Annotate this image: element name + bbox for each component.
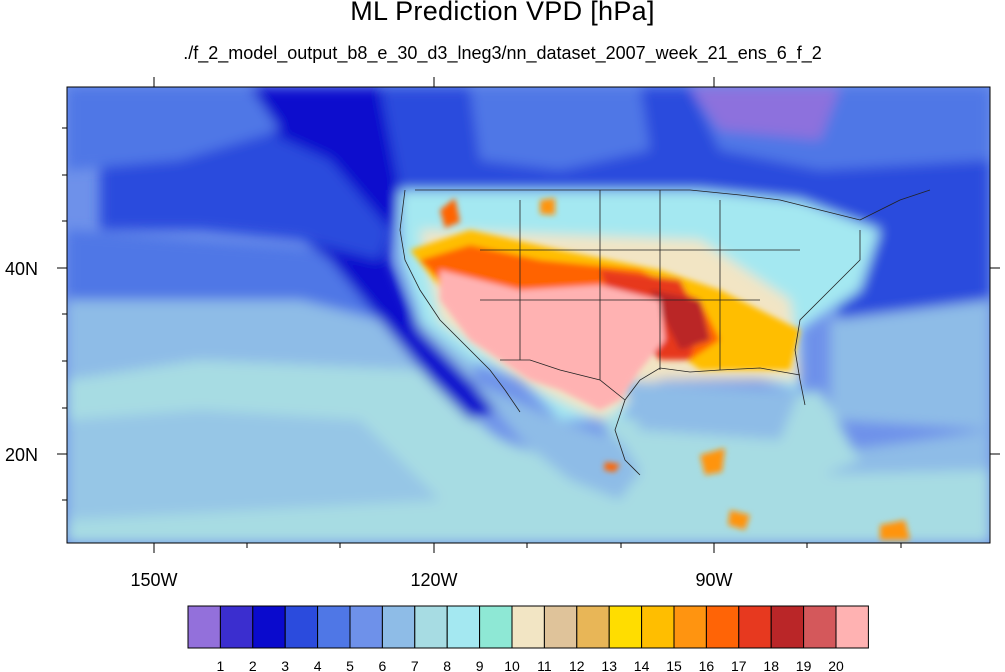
- coastline-lines: [399, 189, 931, 476]
- colorbar-label: 6: [379, 658, 387, 672]
- colorbar-label: 1: [217, 658, 225, 672]
- colorbar-label: 17: [731, 658, 747, 672]
- colorbar-swatch: [673, 605, 707, 649]
- colorbar-label: 16: [699, 658, 715, 672]
- colorbar-swatch: [446, 605, 481, 649]
- colorbar-swatch: [479, 605, 513, 649]
- map-frame: [66, 86, 991, 544]
- map-subtitle: ./f_2_model_output_b8_e_30_d3_lneg3/nn_d…: [183, 43, 822, 63]
- colorbar-swatch: [803, 605, 837, 649]
- colorbar-swatch: [284, 605, 319, 649]
- colorbar-label: 2: [249, 658, 257, 672]
- colorbar-label: 18: [763, 658, 779, 672]
- colorbar-label: 10: [504, 658, 520, 672]
- colorbar-swatch: [381, 605, 416, 649]
- colorbar-swatch: [543, 605, 578, 649]
- colorbar-swatch: [414, 605, 448, 649]
- colorbar-label: 8: [443, 658, 451, 672]
- map-title: ML Prediction VPD [hPa]: [350, 0, 655, 26]
- colorbar-swatch: [641, 605, 675, 649]
- colorbar-label: 5: [346, 658, 354, 672]
- colorbar-swatch: [187, 605, 221, 649]
- colorbar-label: 20: [828, 658, 844, 672]
- colorbar-swatch: [835, 605, 869, 649]
- colorbar-swatch: [252, 605, 286, 649]
- lat-label-20n: 20N: [5, 445, 38, 465]
- lon-label-90w: 90W: [695, 570, 732, 590]
- colorbar-label: 14: [634, 658, 650, 672]
- colorbar-label: 3: [281, 658, 289, 672]
- colorbar-swatch: [705, 605, 740, 649]
- colorbar-label: 11: [537, 658, 552, 672]
- colorbar: 1 2 3 4 5 6 7 8 9 10 11 12 13 14 15 16 17 18 19 20: [187, 605, 869, 672]
- colorbar-swatch: [738, 605, 772, 649]
- map-plot-area: [67, 87, 990, 543]
- colorbar-swatch: [511, 605, 545, 649]
- colorbar-swatch: [770, 605, 805, 649]
- axis-ticks: [57, 77, 1000, 553]
- lon-label-120w: 120W: [410, 570, 457, 590]
- colorbar-label: 4: [314, 658, 322, 672]
- colorbar-label: 7: [411, 658, 419, 672]
- lat-label-40n: 40N: [5, 259, 38, 279]
- colorbar-swatch: [608, 605, 643, 649]
- lon-label-150w: 150W: [130, 570, 177, 590]
- colorbar-label: 12: [569, 658, 585, 672]
- colorbar-label: 19: [796, 658, 812, 672]
- colorbar-swatch: [576, 605, 610, 649]
- colorbar-swatch: [219, 605, 254, 649]
- colorbar-label: 13: [601, 658, 617, 672]
- colorbar-swatch: [349, 605, 383, 649]
- colorbar-label: 15: [666, 658, 682, 672]
- colorbar-label: 9: [476, 658, 484, 672]
- colorbar-swatch: [317, 605, 351, 649]
